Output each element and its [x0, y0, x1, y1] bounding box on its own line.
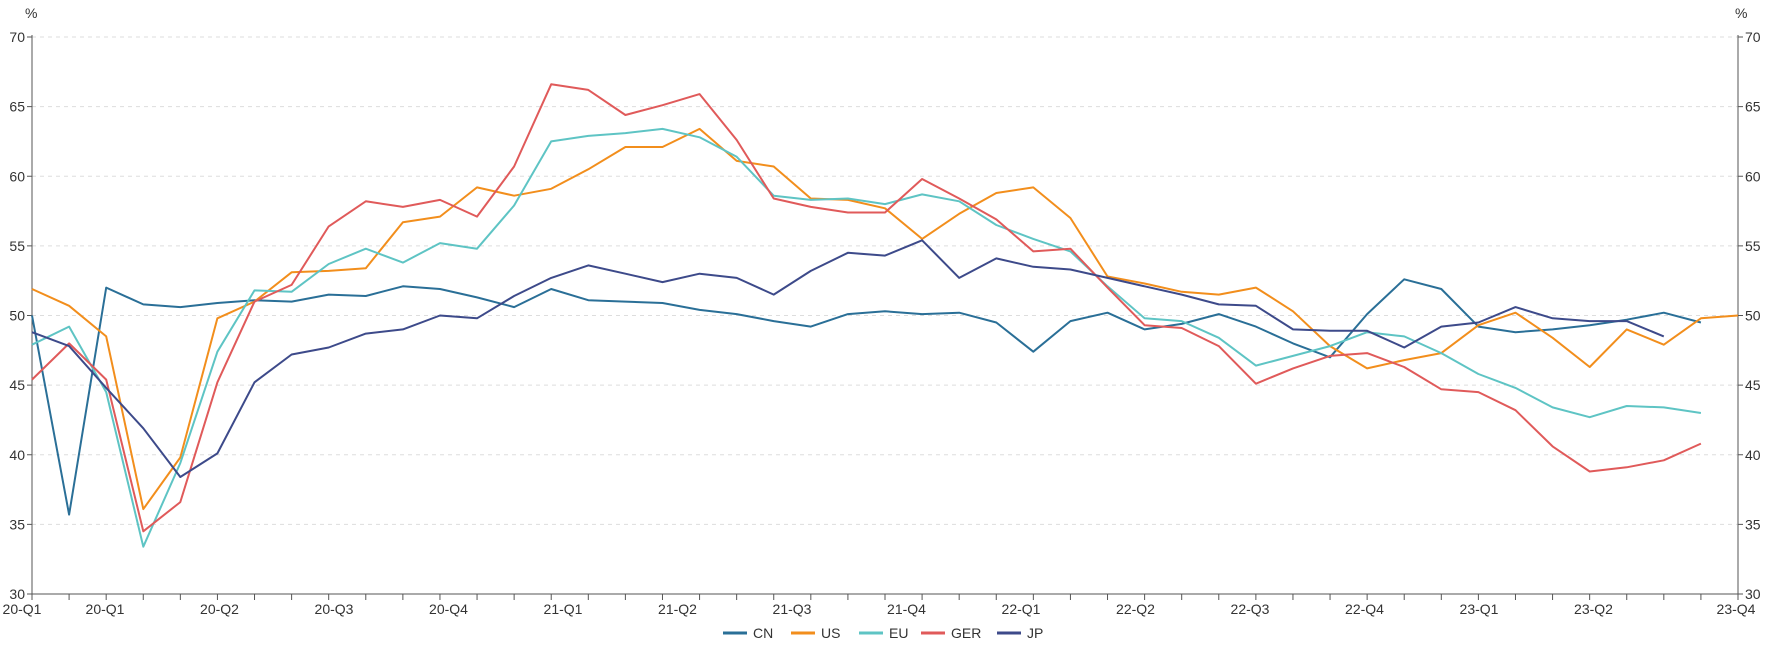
left-y-tick-label: 70	[9, 29, 25, 45]
x-tick-label: 20-Q1	[3, 601, 42, 617]
x-tick-label: 23-Q4	[1717, 601, 1756, 617]
right-y-tick-label: 65	[1745, 99, 1761, 115]
gridlines	[32, 36, 1738, 525]
legend-label-ger: GER	[951, 625, 981, 641]
series-line-eu	[31, 127, 1702, 548]
left-y-tick-label: 50	[9, 308, 25, 324]
right-y-tick-label: 50	[1745, 308, 1761, 324]
left-y-tick-label: 30	[9, 586, 25, 602]
right-y-tick-label: 70	[1745, 29, 1761, 45]
left-y-tick-label: 60	[9, 168, 25, 184]
series-line-us	[31, 127, 1739, 511]
left-y-tick-label: 45	[9, 377, 25, 393]
x-tick-label: 20-Q4	[429, 601, 468, 617]
series-lines	[31, 83, 1739, 548]
x-tick-label: 21-Q2	[658, 601, 697, 617]
legend-label-cn: CN	[753, 625, 773, 641]
legend: CN US EU GER JP	[723, 625, 1043, 641]
right-y-tick-label: 45	[1745, 377, 1761, 393]
x-tick-label: 21-Q4	[887, 601, 926, 617]
left-y-tick-label: 35	[9, 516, 25, 532]
right-y-tick-label: 40	[1745, 447, 1761, 463]
right-y-unit: %	[1735, 5, 1747, 21]
x-tick-label: 22-Q4	[1345, 601, 1384, 617]
x-tick-label: 22-Q2	[1116, 601, 1155, 617]
legend-label-jp: JP	[1027, 625, 1043, 641]
right-y-tick-label: 60	[1745, 168, 1761, 184]
series-line-ger	[31, 83, 1702, 533]
x-tick-label: 22-Q1	[1002, 601, 1041, 617]
x-tick-label: 20-Q2	[200, 601, 239, 617]
x-tick-label: 22-Q3	[1231, 601, 1270, 617]
left-y-unit: %	[25, 5, 37, 21]
series-line-jp	[31, 239, 1665, 478]
right-y-tick-label: 30	[1745, 586, 1761, 602]
legend-label-eu: EU	[889, 625, 908, 641]
left-y-tick-label: 40	[9, 447, 25, 463]
x-tick-label: 23-Q2	[1574, 601, 1613, 617]
axes: 30 30 35 35 40 40 45 45 50 50 55 55 60 60 65 65 70 70 20-Q…	[3, 29, 1761, 617]
legend-label-us: US	[821, 625, 840, 641]
left-y-tick-label: 55	[9, 238, 25, 254]
x-tick-label: 20-Q1	[86, 601, 125, 617]
x-tick-label: 21-Q3	[773, 601, 812, 617]
series-line-cn	[31, 278, 1702, 516]
right-y-tick-label: 55	[1745, 238, 1761, 254]
right-y-tick-label: 35	[1745, 516, 1761, 532]
left-y-tick-label: 65	[9, 99, 25, 115]
x-tick-label: 20-Q3	[315, 601, 354, 617]
x-tick-label: 21-Q1	[544, 601, 583, 617]
x-tick-label: 23-Q1	[1460, 601, 1499, 617]
